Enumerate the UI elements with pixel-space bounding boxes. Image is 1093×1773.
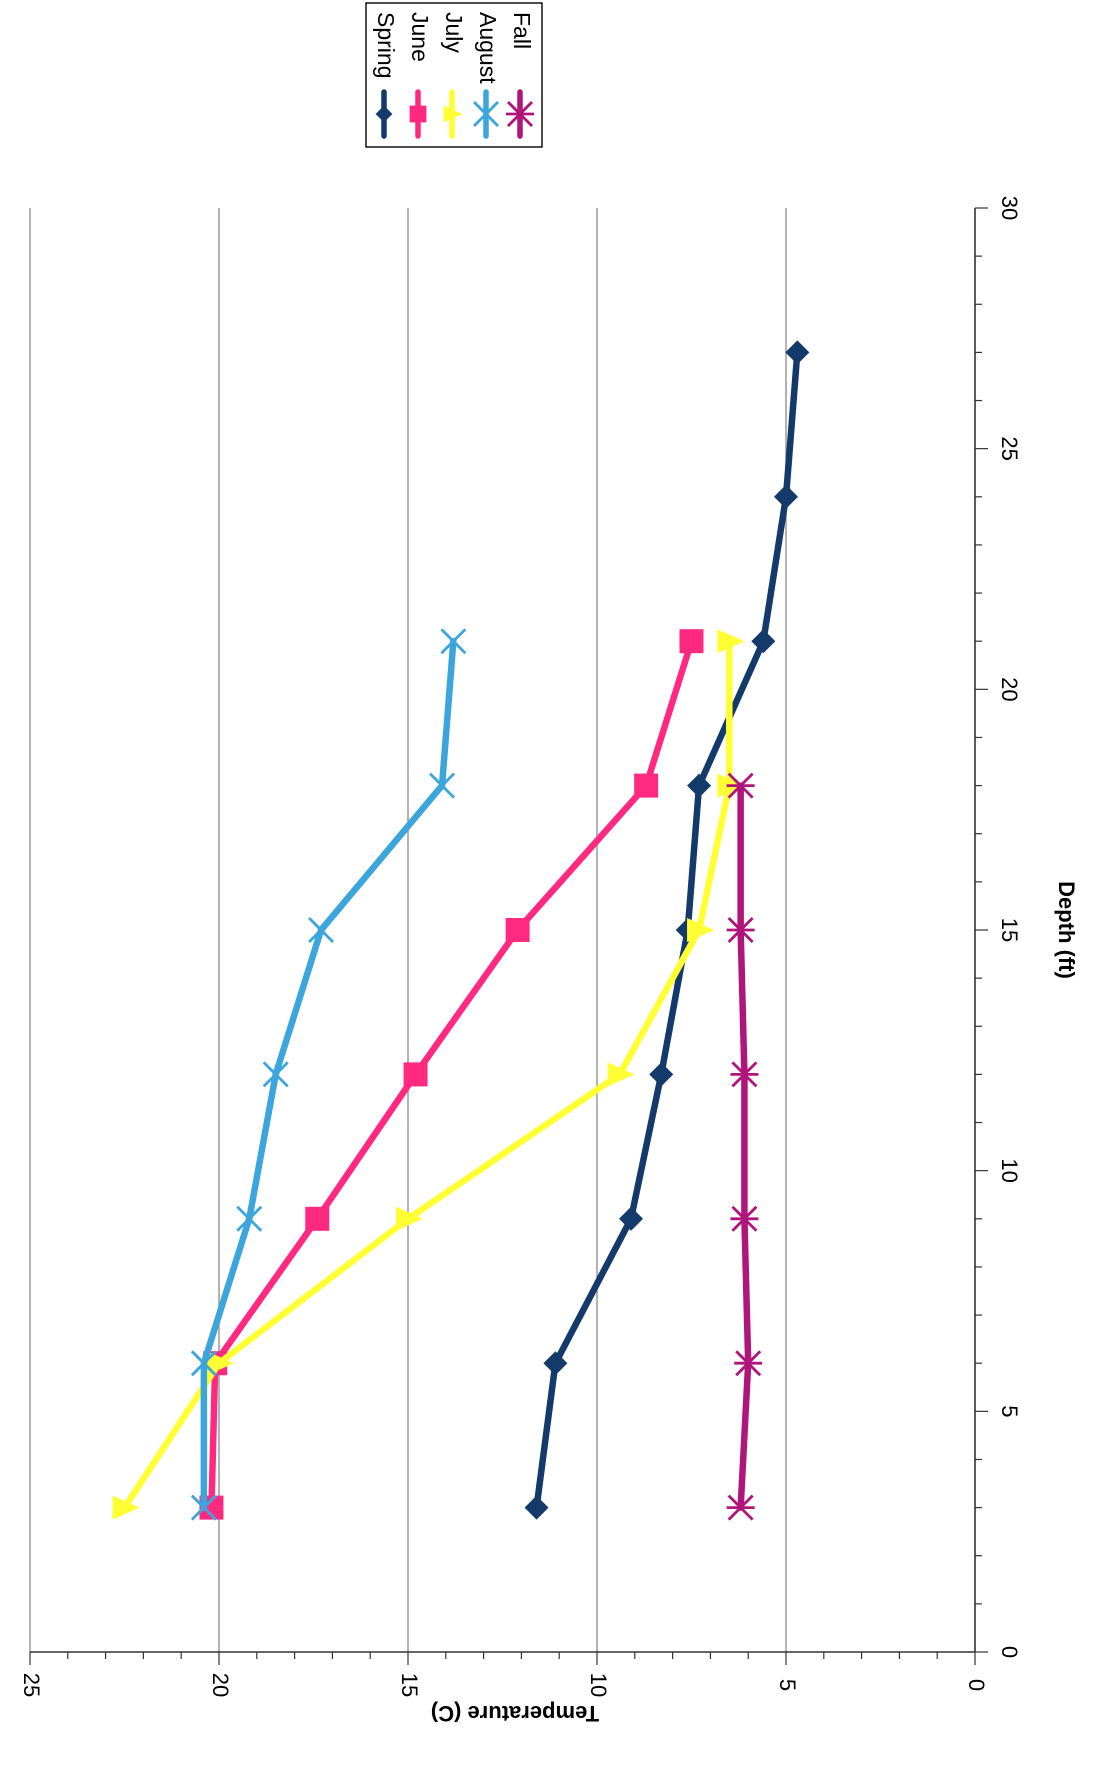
- data-point-june: [505, 918, 530, 942]
- data-point-spring: [774, 484, 798, 509]
- data-point-spring: [785, 340, 810, 365]
- data-point-august-stroke: [308, 917, 335, 943]
- gridlines: [29, 208, 787, 1652]
- data-point-august: [262, 1061, 289, 1088]
- data-point-spring: [751, 629, 776, 654]
- x-tick-label: 5: [997, 1405, 1022, 1417]
- data-point-spring: [619, 1206, 644, 1231]
- series-group: [112, 340, 810, 1521]
- y-tick-label: 10: [586, 1673, 611, 1697]
- legend-item-july: July: [441, 12, 467, 139]
- data-point-august: [190, 1350, 217, 1377]
- data-point-august-stroke: [190, 1494, 217, 1521]
- legend-item-fall: Fall: [506, 12, 535, 139]
- data-point-july: [607, 1062, 635, 1087]
- data-point-august: [429, 772, 456, 799]
- y-axis-title: Temperature (C): [431, 1701, 599, 1726]
- data-point-july: [717, 629, 745, 654]
- x-tick-label: 25: [997, 436, 1022, 460]
- data-point-july: [112, 1495, 140, 1520]
- data-point-june: [679, 629, 704, 654]
- x-tick-label: 0: [997, 1646, 1022, 1658]
- legend-swatch-marker: [409, 105, 427, 123]
- y-tick-label: 5: [775, 1679, 800, 1691]
- data-point-june: [305, 1206, 330, 1231]
- data-point-fall: [734, 1350, 763, 1377]
- data-point-fall: [730, 1205, 759, 1232]
- data-point-july: [396, 1206, 423, 1231]
- legend-swatch-marker: [506, 101, 534, 127]
- x-axis-title: Depth (ft): [1054, 881, 1079, 979]
- legend-label-august: August: [475, 12, 501, 84]
- legend-label-june: June: [407, 12, 433, 62]
- legend-swatch-marker: [473, 101, 499, 127]
- legend: Spring June July August Fall: [365, 2, 543, 148]
- data-point-august: [190, 1494, 217, 1521]
- data-point-spring: [687, 773, 712, 798]
- data-point-july: [687, 918, 715, 942]
- data-point-fall: [726, 772, 755, 799]
- data-point-august-stroke: [236, 1205, 263, 1232]
- legend-swatch-marker: [443, 105, 463, 123]
- legend-label-spring: Spring: [373, 12, 399, 78]
- series-line-fall: [737, 782, 752, 1511]
- data-point-august: [236, 1205, 263, 1232]
- data-point-spring: [543, 1351, 568, 1376]
- y-tick-label: 15: [397, 1673, 422, 1697]
- data-point-august-stroke: [262, 1061, 289, 1088]
- x-tick-label: 30: [997, 196, 1022, 220]
- x-tick-label: 15: [997, 918, 1022, 942]
- data-point-june: [634, 773, 659, 798]
- data-point-august: [440, 628, 467, 655]
- data-point-fall: [726, 1494, 755, 1521]
- data-point-august: [308, 917, 335, 943]
- y-axis-ticks: 0 5 10 15 20 25: [19, 1652, 989, 1697]
- data-point-fall: [726, 917, 755, 943]
- legend-item-august: August: [473, 12, 501, 139]
- data-point-august-stroke: [429, 772, 456, 799]
- y-axis-title-group: Temperature (C): [431, 1701, 599, 1726]
- y-tick-label: 0: [964, 1679, 989, 1691]
- legend-item-june: June: [407, 12, 433, 139]
- legend-label-fall: Fall: [509, 12, 535, 49]
- legend-label-july: July: [441, 12, 467, 53]
- data-point-august-stroke: [440, 628, 467, 655]
- data-point-august-stroke: [190, 1350, 217, 1377]
- data-point-july: [207, 1351, 234, 1376]
- x-tick-label: 10: [997, 1158, 1022, 1182]
- data-point-june: [403, 1062, 428, 1087]
- data-point-spring: [649, 1062, 674, 1087]
- y-tick-label: 20: [208, 1673, 233, 1697]
- legend-swatch-marker-stroke: [473, 101, 499, 127]
- x-axis-title-group: Depth (ft): [1054, 881, 1079, 979]
- y-tick-label: 25: [19, 1673, 44, 1697]
- data-point-spring: [524, 1495, 549, 1520]
- x-tick-label: 20: [997, 677, 1022, 701]
- data-point-fall: [730, 1061, 759, 1088]
- x-axis-ticks: 0 5 10 15 20 25 30: [975, 196, 1022, 1658]
